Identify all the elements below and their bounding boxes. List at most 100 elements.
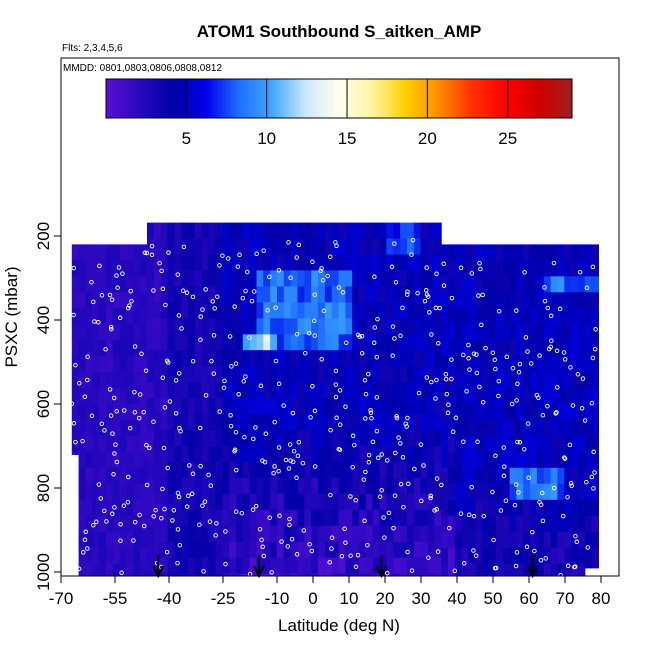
heatmap-cell	[85, 483, 93, 501]
sample-point	[200, 307, 205, 312]
heatmap-cell	[543, 356, 552, 373]
heatmap-cell	[174, 462, 182, 479]
sample-point	[114, 409, 119, 414]
heatmap-cell	[407, 318, 415, 335]
heatmap-cell	[290, 398, 299, 415]
heatmap-cell	[489, 483, 497, 501]
heatmap-cell	[106, 483, 114, 501]
heatmap-cell	[297, 557, 305, 575]
sample-point	[327, 560, 332, 565]
heatmap-cell	[400, 350, 408, 367]
heatmap-cell	[372, 525, 381, 543]
heatmap-cell	[133, 372, 141, 389]
heatmap-cell	[236, 222, 244, 240]
heatmap-cell	[99, 563, 107, 576]
sample-point	[343, 540, 348, 545]
heatmap-cell	[578, 515, 586, 533]
heatmap-cell	[222, 350, 230, 367]
heatmap-cell	[584, 292, 593, 309]
sample-point	[363, 469, 368, 475]
heatmap-cell	[434, 270, 442, 287]
heatmap-cell	[242, 350, 251, 367]
heatmap-cell	[85, 276, 93, 293]
heatmap-cell	[420, 302, 428, 319]
heatmap-cell	[160, 318, 169, 335]
heatmap-cell	[489, 515, 497, 533]
heatmap-cell	[106, 515, 114, 533]
heatmap-cell	[345, 462, 353, 479]
heatmap-cell	[297, 350, 305, 367]
heatmap-cell	[112, 467, 121, 485]
heatmap-cell	[365, 350, 374, 367]
heatmap-cell	[352, 334, 360, 351]
heatmap-cell	[167, 414, 175, 431]
heatmap-cell	[208, 334, 216, 351]
sample-point	[348, 553, 353, 558]
heatmap-cell	[345, 286, 353, 303]
heatmap-cell	[434, 366, 442, 383]
heatmap-cell	[201, 302, 210, 319]
heatmap-cell	[263, 446, 271, 463]
heatmap-cell	[229, 446, 237, 463]
heatmap-cell	[495, 547, 504, 565]
sample-point	[71, 265, 77, 271]
heatmap-cell	[448, 292, 456, 309]
heatmap-cell	[324, 222, 333, 240]
heatmap-cell	[222, 366, 230, 383]
heatmap-cell	[160, 238, 169, 256]
heatmap-cell	[379, 254, 387, 272]
heatmap-cell	[229, 238, 237, 256]
sample-point	[444, 391, 450, 397]
heatmap-cell	[564, 420, 572, 437]
sample-point	[302, 350, 308, 356]
sample-point	[355, 552, 361, 558]
heatmap-cell	[71, 324, 80, 341]
sample-point	[132, 519, 138, 525]
heatmap-cell	[283, 286, 292, 303]
heatmap-cell	[174, 414, 182, 431]
sample-point	[175, 527, 181, 532]
heatmap-cell	[112, 420, 121, 437]
heatmap-cell	[140, 420, 148, 437]
heatmap-cell	[140, 292, 148, 309]
sample-point	[401, 504, 406, 510]
sample-point	[132, 389, 137, 395]
sample-point	[386, 510, 392, 516]
sample-point	[398, 333, 403, 339]
sample-point	[392, 241, 397, 246]
heatmap-cell	[147, 366, 155, 383]
sample-point	[307, 542, 312, 547]
sample-point	[433, 396, 438, 401]
heatmap-cell	[167, 254, 175, 272]
heatmap-cell	[509, 340, 517, 357]
heatmap-cell	[475, 547, 483, 565]
heatmap-cell	[249, 318, 257, 335]
heatmap-cell	[181, 525, 189, 543]
sample-point	[310, 384, 315, 389]
heatmap-cell	[448, 483, 456, 501]
heatmap-cell	[236, 557, 244, 575]
heatmap-cell	[502, 420, 511, 437]
heatmap-cell	[427, 382, 435, 399]
heatmap-cell	[441, 547, 449, 565]
heatmap-cell	[441, 515, 449, 533]
heatmap-cell	[167, 573, 175, 576]
heatmap-cell	[99, 356, 107, 373]
heatmap-cell	[277, 525, 285, 543]
heatmap-cell	[557, 324, 565, 341]
sample-point	[545, 305, 551, 311]
heatmap-cell	[454, 483, 463, 501]
heatmap-cell	[126, 451, 134, 469]
heatmap-cell	[352, 462, 360, 479]
heatmap-cell	[290, 557, 299, 575]
heatmap-cell	[475, 292, 483, 309]
heatmap-cell	[249, 286, 257, 303]
sample-point	[108, 324, 114, 330]
heatmap-cell	[427, 446, 435, 463]
sample-point	[294, 255, 299, 260]
heatmap-cell	[448, 531, 456, 549]
heatmap-cell	[215, 318, 223, 335]
heatmap-cell	[78, 563, 86, 576]
sample-point	[214, 294, 220, 299]
